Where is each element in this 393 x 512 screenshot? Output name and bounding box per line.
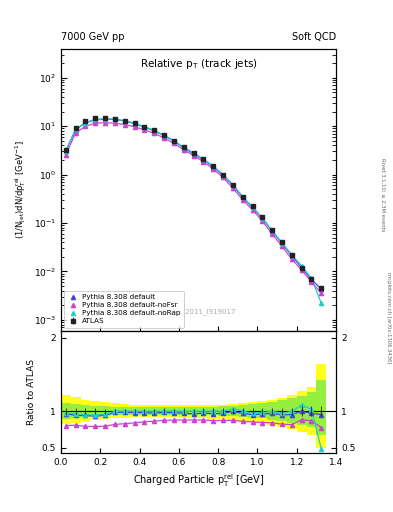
Text: 7000 GeV pp: 7000 GeV pp xyxy=(61,32,125,42)
Pythia 8.308 default xyxy=(182,144,186,151)
Pythia 8.308 default-noRap xyxy=(64,147,68,154)
Pythia 8.308 default xyxy=(309,276,314,283)
Pythia 8.308 default xyxy=(250,204,255,210)
Pythia 8.308 default-noRap xyxy=(211,163,215,169)
Pythia 8.308 default-noRap xyxy=(220,172,225,178)
Pythia 8.308 default xyxy=(112,116,117,122)
Pythia 8.308 default-noFsr xyxy=(299,267,304,273)
Pythia 8.308 default xyxy=(260,215,265,221)
Pythia 8.308 default-noFsr xyxy=(162,135,167,141)
Pythia 8.308 default xyxy=(171,138,176,144)
Pythia 8.308 default-noRap xyxy=(260,215,265,221)
Pythia 8.308 default-noFsr xyxy=(241,197,245,203)
Pythia 8.308 default-noRap xyxy=(201,156,206,162)
Pythia 8.308 default-noFsr xyxy=(171,140,176,146)
Y-axis label: Ratio to ATLAS: Ratio to ATLAS xyxy=(27,359,36,425)
Pythia 8.308 default xyxy=(64,148,68,154)
Pythia 8.308 default xyxy=(103,116,108,122)
Pythia 8.308 default-noRap xyxy=(123,118,127,124)
Pythia 8.308 default-noFsr xyxy=(191,153,196,159)
Pythia 8.308 default-noRap xyxy=(241,194,245,200)
Pythia 8.308 default xyxy=(201,157,206,163)
Line: Pythia 8.308 default: Pythia 8.308 default xyxy=(64,117,323,291)
Pythia 8.308 default-noRap xyxy=(250,204,255,210)
Pythia 8.308 default-noFsr xyxy=(103,120,108,126)
Pythia 8.308 default xyxy=(270,228,274,234)
Text: Soft QCD: Soft QCD xyxy=(292,32,336,42)
Pythia 8.308 default-noRap xyxy=(93,116,97,122)
Pythia 8.308 default xyxy=(191,151,196,157)
Pythia 8.308 default-noRap xyxy=(112,116,117,122)
Pythia 8.308 default-noFsr xyxy=(279,243,284,249)
Pythia 8.308 default xyxy=(123,118,127,124)
Pythia 8.308 default xyxy=(152,128,156,134)
Pythia 8.308 default xyxy=(279,240,284,246)
Pythia 8.308 default-noRap xyxy=(270,227,274,233)
Pythia 8.308 default-noFsr xyxy=(182,146,186,153)
Pythia 8.308 default-noRap xyxy=(103,116,108,122)
Pythia 8.308 default-noRap xyxy=(162,132,167,138)
Pythia 8.308 default-noFsr xyxy=(123,121,127,127)
Pythia 8.308 default-noFsr xyxy=(319,290,324,296)
Pythia 8.308 default xyxy=(73,126,78,133)
Line: Pythia 8.308 default-noRap: Pythia 8.308 default-noRap xyxy=(64,117,323,305)
Pythia 8.308 default xyxy=(289,253,294,259)
Pythia 8.308 default-noFsr xyxy=(93,120,97,126)
Text: mcplots.cern.ch [arXiv:1306.3436]: mcplots.cern.ch [arXiv:1306.3436] xyxy=(386,272,391,363)
Pythia 8.308 default-noFsr xyxy=(112,120,117,126)
Pythia 8.308 default-noFsr xyxy=(220,174,225,180)
Pythia 8.308 default-noFsr xyxy=(211,166,215,172)
Pythia 8.308 default-noFsr xyxy=(230,185,235,191)
Pythia 8.308 default-noRap xyxy=(132,120,137,126)
Line: Pythia 8.308 default-noFsr: Pythia 8.308 default-noFsr xyxy=(64,121,323,295)
Pythia 8.308 default-noRap xyxy=(152,127,156,134)
Pythia 8.308 default-noFsr xyxy=(152,131,156,137)
Pythia 8.308 default xyxy=(83,120,88,126)
Pythia 8.308 default xyxy=(299,265,304,271)
Pythia 8.308 default-noRap xyxy=(142,123,147,130)
Pythia 8.308 default-noRap xyxy=(279,240,284,246)
Legend: Pythia 8.308 default, Pythia 8.308 default-noFsr, Pythia 8.308 default-noRap, AT: Pythia 8.308 default, Pythia 8.308 defau… xyxy=(64,291,184,328)
Text: Relative $\mathregular{p_T}$ (track jets): Relative $\mathregular{p_T}$ (track jets… xyxy=(140,57,257,71)
Pythia 8.308 default-noFsr xyxy=(270,231,274,237)
Text: ATLAS_2011_I919017: ATLAS_2011_I919017 xyxy=(161,308,236,315)
Pythia 8.308 default xyxy=(162,133,167,139)
Pythia 8.308 default xyxy=(220,172,225,178)
Pythia 8.308 default-noFsr xyxy=(142,127,147,133)
Pythia 8.308 default-noRap xyxy=(319,300,324,306)
Pythia 8.308 default xyxy=(319,286,324,292)
Pythia 8.308 default xyxy=(93,117,97,123)
Text: Rivet 3.1.10; ≥ 2.3M events: Rivet 3.1.10; ≥ 2.3M events xyxy=(381,158,386,231)
Y-axis label: (1/N$\mathregular{_{jet}}$)dN/dp$\mathregular{_T^{rel}}$ [GeV$\mathregular{^{-1}: (1/N$\mathregular{_{jet}}$)dN/dp$\mathre… xyxy=(14,140,28,239)
Pythia 8.308 default-noFsr xyxy=(132,124,137,130)
Pythia 8.308 default-noRap xyxy=(289,252,294,258)
Pythia 8.308 default-noFsr xyxy=(289,256,294,262)
Pythia 8.308 default-noFsr xyxy=(309,279,314,285)
Pythia 8.308 default-noFsr xyxy=(83,123,88,130)
Pythia 8.308 default-noFsr xyxy=(73,130,78,136)
Pythia 8.308 default xyxy=(132,120,137,126)
Pythia 8.308 default-noRap xyxy=(230,182,235,188)
Pythia 8.308 default xyxy=(230,182,235,188)
Pythia 8.308 default-noFsr xyxy=(250,207,255,213)
Pythia 8.308 default-noFsr xyxy=(64,152,68,158)
Pythia 8.308 default-noRap xyxy=(299,263,304,269)
Pythia 8.308 default-noRap xyxy=(171,138,176,144)
Pythia 8.308 default-noRap xyxy=(73,126,78,132)
X-axis label: Charged Particle $\mathregular{p_T^{rel}}$ [GeV]: Charged Particle $\mathregular{p_T^{rel}… xyxy=(132,473,264,489)
Pythia 8.308 default-noRap xyxy=(191,150,196,156)
Pythia 8.308 default xyxy=(142,124,147,130)
Pythia 8.308 default-noRap xyxy=(182,144,186,150)
Pythia 8.308 default xyxy=(211,164,215,170)
Pythia 8.308 default-noFsr xyxy=(260,218,265,224)
Pythia 8.308 default xyxy=(241,194,245,200)
Pythia 8.308 default-noRap xyxy=(83,119,88,125)
Pythia 8.308 default-noRap xyxy=(309,275,314,282)
Pythia 8.308 default-noFsr xyxy=(201,159,206,165)
